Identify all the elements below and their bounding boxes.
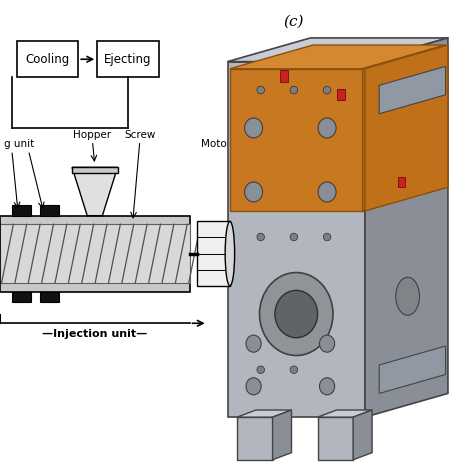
Polygon shape [353,410,372,460]
Circle shape [257,366,264,374]
Bar [40,292,59,302]
Polygon shape [363,45,446,211]
Polygon shape [365,38,448,417]
Text: —Injection unit—: —Injection unit— [42,329,147,339]
Ellipse shape [319,335,335,352]
Bar [280,70,288,82]
Bar [17,42,78,77]
Circle shape [290,233,298,241]
Text: Cooling: Cooling [25,53,70,66]
Polygon shape [379,66,446,114]
Circle shape [290,86,298,94]
Polygon shape [379,346,446,393]
Polygon shape [365,45,448,211]
Ellipse shape [319,378,335,395]
Bar [337,89,345,100]
Bar [0,224,190,283]
Polygon shape [228,38,448,62]
Polygon shape [237,410,292,417]
Bar [40,205,59,216]
Ellipse shape [245,118,263,138]
Text: Motor: Motor [201,139,232,149]
Ellipse shape [396,277,419,315]
Circle shape [290,366,298,374]
Polygon shape [228,62,365,417]
Bar [97,42,159,77]
Polygon shape [230,69,363,211]
Bar [12,205,31,216]
Polygon shape [318,410,372,417]
Bar [197,221,230,286]
Ellipse shape [318,118,336,138]
Ellipse shape [275,290,318,338]
Circle shape [323,86,331,94]
Text: Screw: Screw [124,130,155,140]
Circle shape [257,233,264,241]
Ellipse shape [318,182,336,202]
Polygon shape [230,45,446,69]
Circle shape [257,86,264,94]
Polygon shape [318,417,353,460]
Bar [72,167,118,173]
Text: Ejecting: Ejecting [104,53,152,66]
Circle shape [323,233,331,241]
Polygon shape [273,410,292,460]
Ellipse shape [225,221,235,286]
Ellipse shape [259,273,333,356]
Ellipse shape [245,182,263,202]
Text: g unit: g unit [4,139,34,149]
Ellipse shape [246,335,261,352]
Polygon shape [72,167,118,216]
Text: (c): (c) [283,14,304,28]
Text: Hopper: Hopper [73,130,111,140]
Polygon shape [237,417,273,460]
Ellipse shape [246,378,261,395]
Bar [0,216,190,292]
Bar [12,292,31,302]
Bar [398,177,405,187]
